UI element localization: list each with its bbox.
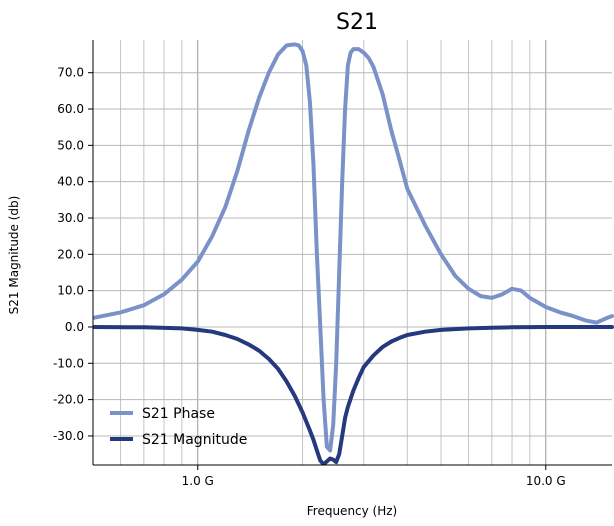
y-tick-label: 20.0 bbox=[57, 247, 84, 261]
chart-title: S21 bbox=[336, 10, 378, 35]
y-tick-label: -10.0 bbox=[53, 356, 84, 370]
x-axis-label: Frequency (Hz) bbox=[307, 504, 398, 518]
legend-label: S21 Magnitude bbox=[142, 432, 247, 448]
x-tick-label: 1.0 G bbox=[182, 474, 214, 488]
x-tick-label: 10.0 G bbox=[526, 474, 566, 488]
y-tick-label: -20.0 bbox=[53, 393, 84, 407]
legend-label: S21 Phase bbox=[142, 406, 215, 422]
x-axis-ticks: 1.0 G 10.0 G bbox=[182, 465, 566, 488]
series-line-phase bbox=[93, 42, 614, 453]
y-tick-label: 30.0 bbox=[57, 211, 84, 225]
y-gridlines bbox=[93, 72, 612, 437]
x-gridlines bbox=[92, 40, 547, 465]
y-axis-label: S21 Magnitude (db) bbox=[7, 196, 21, 315]
y-axis-ticks: 70.0 60.0 50.0 40.0 30.0 20.0 10.0 0.0 -10.0 -20.… bbox=[53, 66, 93, 443]
y-tick-label: 10.0 bbox=[57, 284, 84, 298]
y-tick-label: 50.0 bbox=[57, 138, 84, 152]
series-line-magnitude bbox=[93, 325, 614, 465]
y-tick-label: 0.0 bbox=[65, 320, 84, 334]
y-tick-label: -30.0 bbox=[53, 429, 84, 443]
y-tick-label: 70.0 bbox=[57, 66, 84, 80]
y-tick-label: 60.0 bbox=[57, 102, 84, 116]
series-layer bbox=[93, 42, 614, 465]
legend: S21 Phase S21 Magnitude bbox=[110, 406, 247, 448]
y-tick-label: 40.0 bbox=[57, 175, 84, 189]
